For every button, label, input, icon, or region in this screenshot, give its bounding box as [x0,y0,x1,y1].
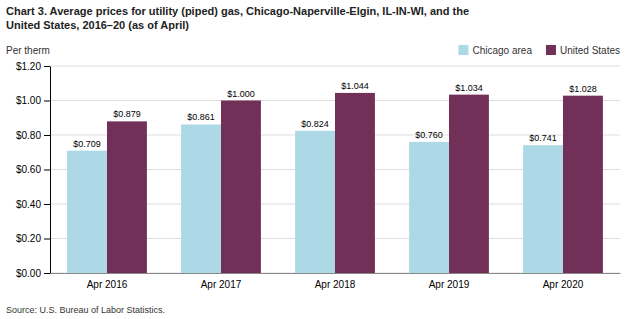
grid-line [50,66,620,67]
bar [221,101,261,274]
x-tick-label: Apr 2017 [201,279,242,290]
x-axis: Apr 2016 Apr 2017 Apr 2018 Apr 2019 Apr 2020 [51,274,621,291]
x-tick: Apr 2019 [429,279,470,290]
y-tick-mark [44,135,50,136]
x-axis-line [51,273,621,274]
y-tick: $1.20 [16,61,50,72]
x-tick: Apr 2017 [201,279,242,290]
bar-series [107,93,603,273]
y-tick-label: $0.40 [16,199,41,210]
y-tick: $0.40 [16,199,50,210]
data-label: $1.034 [455,83,483,93]
title-line: Chart 3. Average prices for utility (pip… [6,5,469,17]
legend-label: United States [560,45,620,56]
data-label: $0.709 [73,139,101,149]
x-tick: Apr 2020 [543,279,584,290]
bar [67,151,107,273]
y-tick: $0.80 [16,130,50,141]
y-tick: $1.00 [16,95,50,106]
data-label: $0.741 [529,133,557,143]
bar [523,145,563,273]
bar [107,121,147,273]
legend-swatch [458,45,468,55]
y-tick-label: $1.00 [16,95,41,106]
legend-label: Chicago area [472,45,532,56]
x-tick: Apr 2018 [315,279,356,290]
data-label: $1.028 [569,84,597,94]
y-tick-mark [44,66,50,67]
y-tick: $0.00 [16,268,50,279]
y-tick-label: $0.80 [16,130,41,141]
y-tick-label: $0.00 [16,268,41,279]
legend-item: United States [546,45,620,56]
y-tick-mark [44,204,50,205]
data-label: $1.044 [341,81,369,91]
y-tick-label: $0.20 [16,233,41,244]
bar [295,131,335,273]
y-tick-label: $1.20 [16,61,41,72]
bars [67,93,603,273]
chart-svg: Chart 3. Average prices for utility (pip… [0,0,632,319]
y-tick-label: $0.60 [16,164,41,175]
y-tick-mark [44,239,50,240]
data-labels: $0.709 $0.861 $0.824 $0.760 $0.741 $0.879 $1.0… [73,81,596,149]
y-axis: $0.00 $0.20 $0.40 $0.60 $0.80 $1.00 $1.20 [16,61,51,279]
grid [50,66,620,273]
bar [335,93,375,273]
plot: $0.00 $0.20 $0.40 $0.60 $0.80 $1.00 $1.20 $0.70… [16,61,621,290]
bar [563,96,603,273]
x-tick-label: Apr 2016 [87,279,128,290]
x-tick-label: Apr 2018 [315,279,356,290]
x-tick-label: Apr 2020 [543,279,584,290]
data-label: $1.000 [227,89,255,99]
y-tick-mark [44,170,50,171]
data-label: $0.879 [113,109,141,119]
legend: Chicago area United States [458,45,620,56]
y-tick: $0.60 [16,164,50,175]
legend-item: Chicago area [458,45,532,56]
y-axis-line [50,67,51,274]
y-tick-mark [44,273,50,274]
source-note: Source: U.S. Bureau of Labor Statistics. [6,305,165,315]
legend-swatch [546,45,556,55]
x-tick: Apr 2016 [87,279,128,290]
y-tick: $0.20 [16,233,50,244]
x-tick-label: Apr 2019 [429,279,470,290]
bar [449,95,489,273]
y-axis-label: Per therm [6,45,50,56]
y-tick-mark [44,101,50,102]
title: Chart 3. Average prices for utility (pip… [6,5,469,31]
data-label: $0.861 [187,112,215,122]
title-line: United States, 2016–20 (as of April) [6,19,189,31]
bar [409,142,449,273]
chart-container: Chart 3. Average prices for utility (pip… [0,0,632,319]
data-label: $0.760 [415,130,443,140]
bar [181,124,221,273]
data-label: $0.824 [301,119,329,129]
